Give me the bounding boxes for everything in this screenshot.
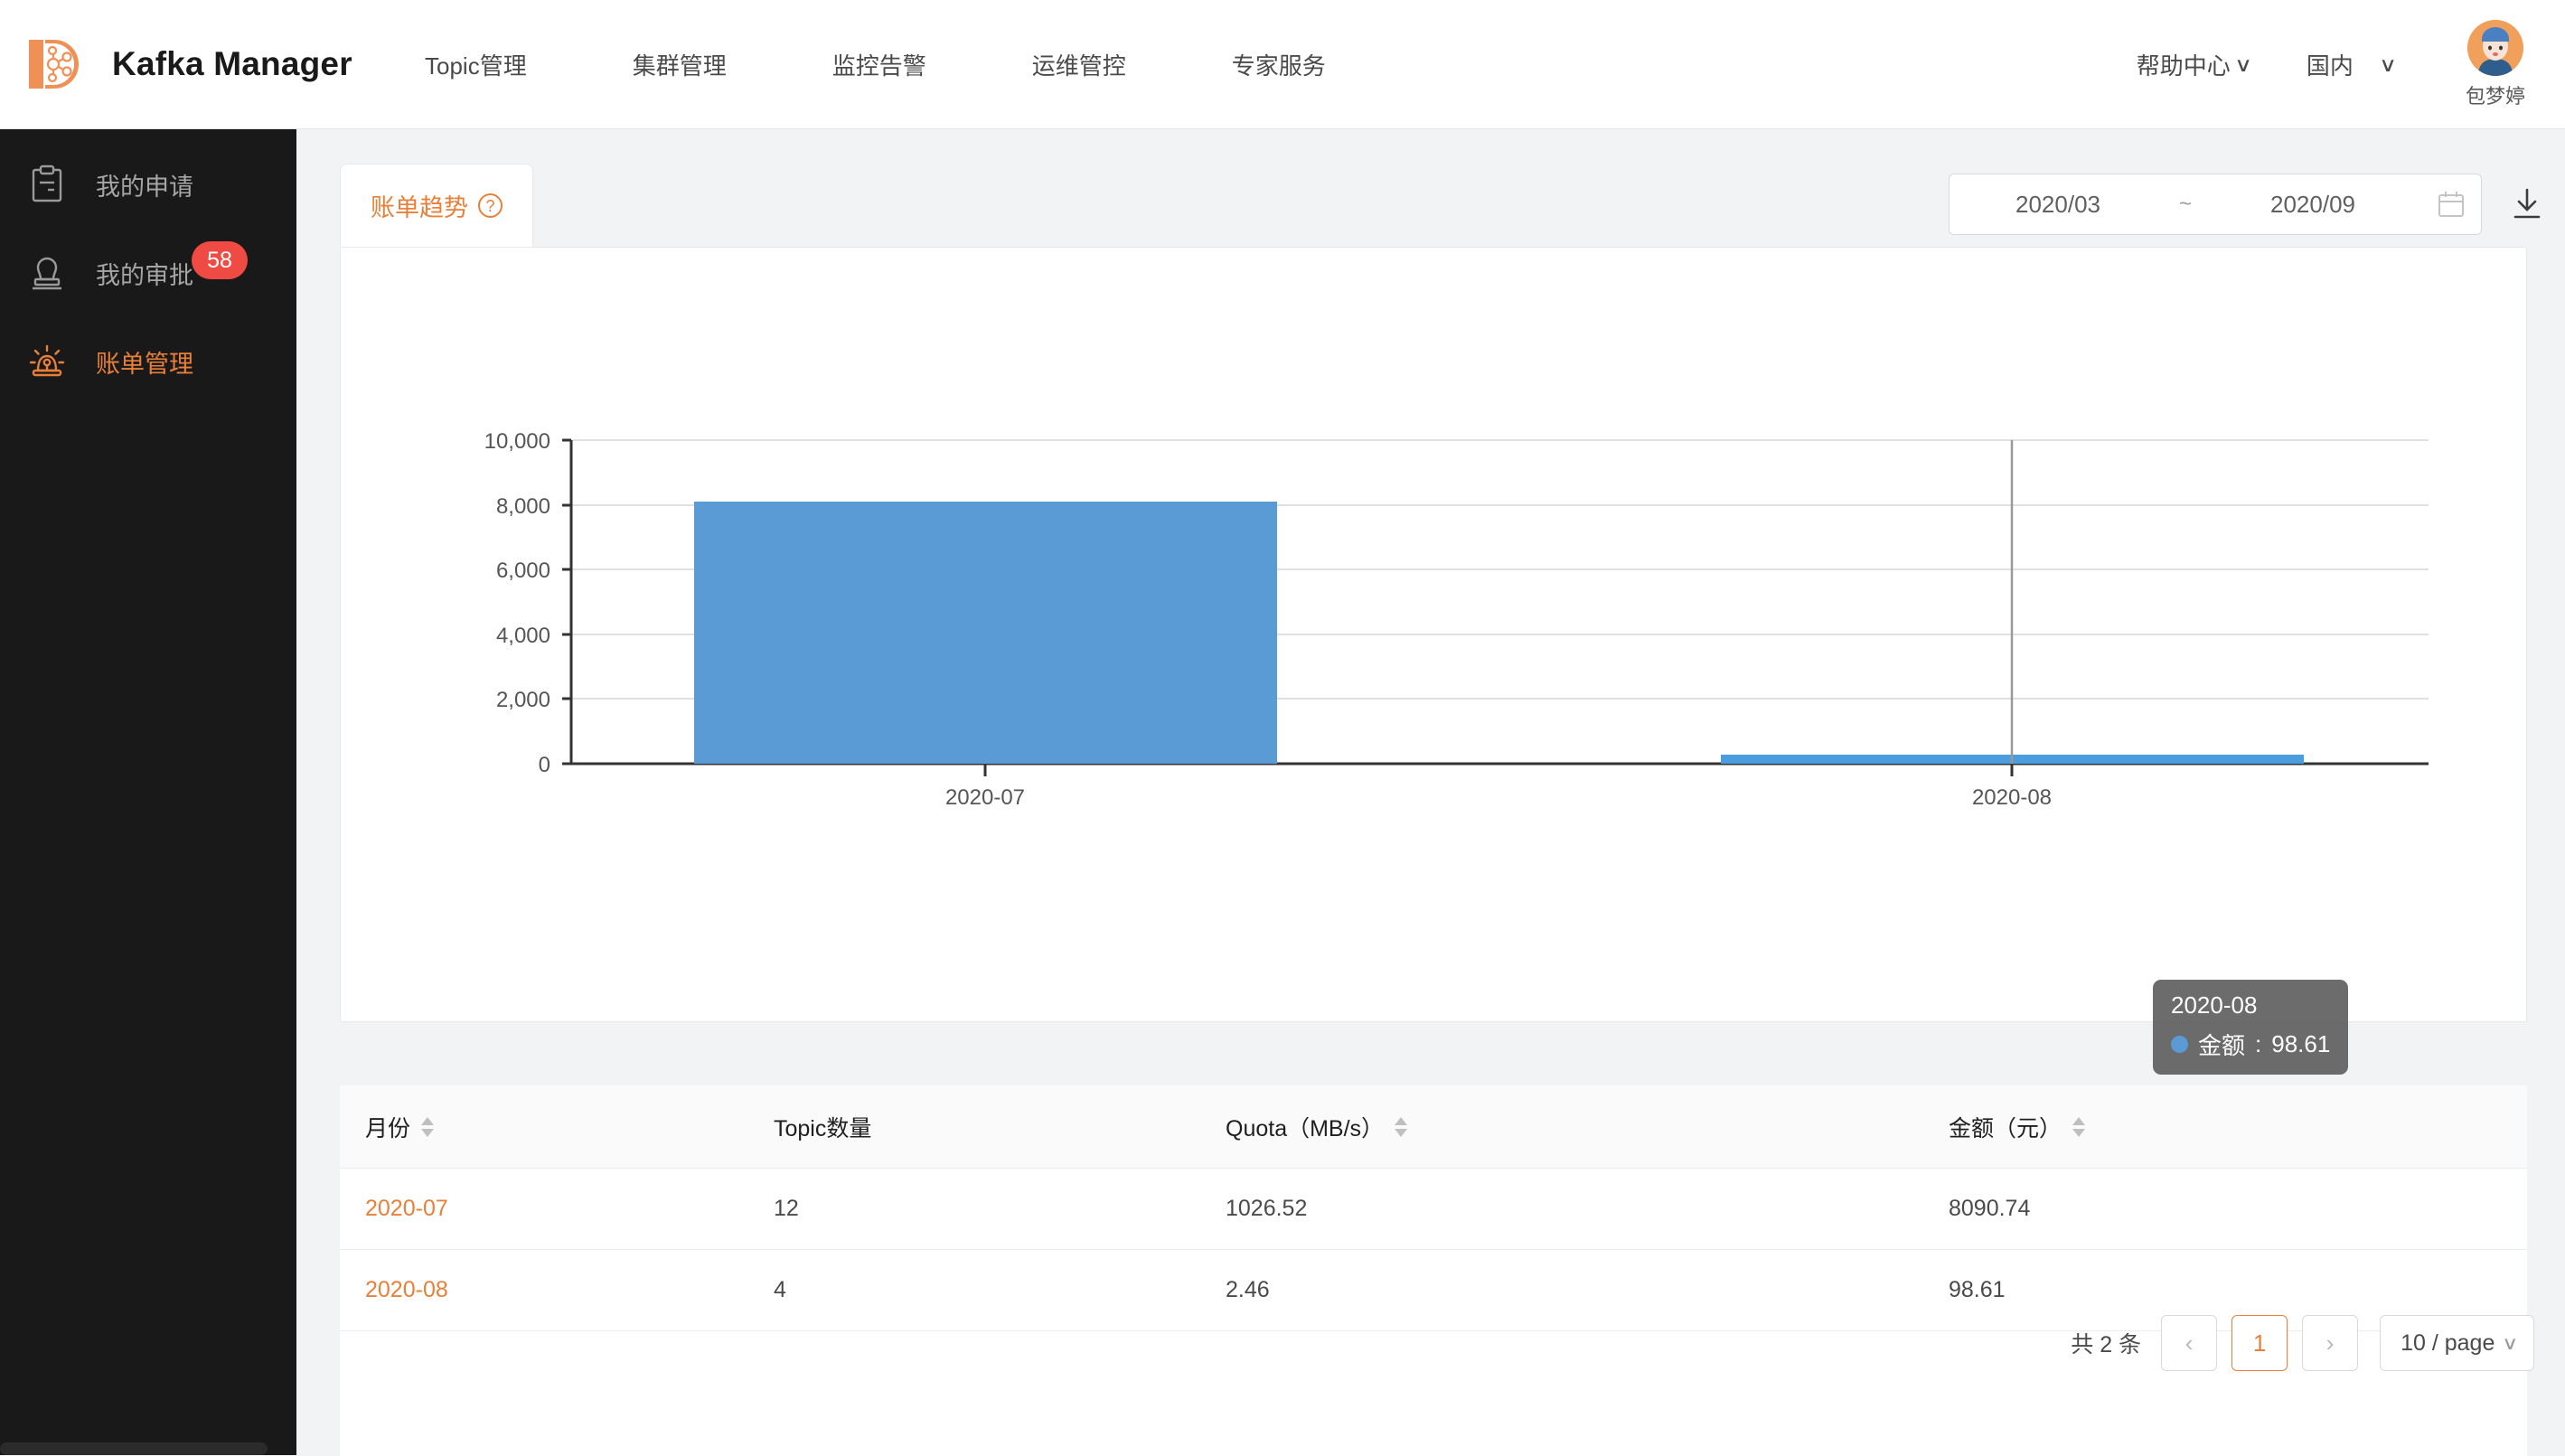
clipboard-icon — [23, 161, 70, 208]
chart-tooltip: 2020-08 金额 : 98.61 — [2153, 980, 2349, 1075]
column-header-amount[interactable]: 金额（元） — [1949, 1111, 2491, 1143]
column-header-label: 金额（元） — [1949, 1115, 2062, 1141]
cell-topic-count: 12 — [774, 1196, 799, 1221]
chevron-down-icon: ∨ — [2233, 52, 2252, 76]
tooltip-title: 2020-08 — [2171, 991, 2258, 1019]
table-row: 2020-08 4 2.46 98.61 — [340, 1250, 2527, 1331]
tooltip-colon: : — [2255, 1030, 2262, 1057]
column-header-label: Topic数量 — [774, 1115, 872, 1141]
brand-title: Kafka Manager — [112, 45, 352, 82]
tooltip-value: 98.61 — [2271, 1030, 2331, 1057]
region-label: 国内 — [2306, 52, 2354, 80]
date-range-start[interactable]: 2020/03 — [2015, 190, 2100, 218]
cell-quota: 2.46 — [1226, 1277, 1270, 1302]
xtick-label: 2020-08 — [1972, 785, 2052, 810]
user-menu[interactable]: 包梦婷 — [2466, 20, 2525, 109]
stamp-icon — [23, 249, 70, 296]
sidebar-item-my-applications[interactable]: 我的申请 — [0, 140, 296, 229]
sidebar-item-label: 账单管理 — [96, 350, 193, 378]
nav-item-topic[interactable]: Topic管理 — [425, 52, 527, 80]
column-header-topic-count[interactable]: Topic数量 — [774, 1111, 1226, 1143]
cell-topic-count: 4 — [774, 1277, 786, 1302]
sidebar-item-billing[interactable]: 账单管理 — [0, 317, 296, 406]
brand: Kafka Manager — [23, 31, 412, 98]
kafka-d-logo-icon — [23, 31, 90, 98]
ytick-label: 0 — [539, 753, 550, 777]
sort-toggle-month[interactable] — [421, 1116, 435, 1137]
help-center-menu[interactable]: 帮助中心 ∨ — [2136, 48, 2252, 81]
tab-billing-trend[interactable]: 账单趋势 ? — [340, 164, 533, 247]
series-dot-icon — [2171, 1036, 2188, 1053]
help-icon[interactable]: ? — [478, 193, 503, 218]
sidebar: 我的申请 我的审批 58 账单管理 — [0, 129, 296, 1455]
page-size-label: 10 / page — [2401, 1329, 2495, 1356]
app-header: Kafka Manager Topic管理 集群管理 监控告警 运维管控 专家服… — [0, 0, 2565, 129]
chevron-down-icon: ∨ — [2378, 52, 2397, 76]
sidebar-item-label: 我的审批 — [96, 261, 193, 289]
nav-item-ops[interactable]: 运维管控 — [1031, 52, 1126, 80]
cell-month[interactable]: 2020-08 — [365, 1277, 448, 1302]
avatar — [2466, 20, 2523, 76]
column-header-label: 月份 — [365, 1115, 411, 1141]
nav-item-monitor[interactable]: 监控告警 — [832, 52, 926, 80]
help-center-label: 帮助中心 — [2136, 52, 2231, 80]
cell-amount: 98.61 — [1949, 1277, 2006, 1302]
date-range-end[interactable]: 2020/09 — [2270, 190, 2355, 218]
cell-quota: 1026.52 — [1226, 1196, 1308, 1221]
sidebar-item-label: 我的申请 — [96, 173, 193, 201]
xtick-label: 2020-07 — [945, 785, 1025, 810]
pagination-next-button[interactable]: › — [2302, 1315, 2359, 1371]
calendar-icon — [2421, 189, 2481, 220]
pagination-page-1[interactable]: 1 — [2231, 1315, 2288, 1371]
header-right: 帮助中心 ∨ 国内 ∨ 包梦婷 — [2137, 0, 2565, 129]
ytick-label: 8,000 — [496, 494, 550, 519]
billing-trend-chart-card: 10,000 8,000 6,000 4,000 2,000 0 — [340, 247, 2527, 1075]
tab-bar: 账单趋势 ? 2020/03 ~ 2020/09 — [296, 164, 2565, 247]
nav-item-expert[interactable]: 专家服务 — [1231, 52, 1326, 80]
bar-chart[interactable]: 10,000 8,000 6,000 4,000 2,000 0 — [341, 248, 2526, 1075]
pagination-total: 共 2 条 — [2071, 1332, 2142, 1357]
table-header-row: 月份 Topic数量 Quota（MB/s） 金额（元） — [340, 1085, 2527, 1169]
ytick-label: 6,000 — [496, 559, 550, 583]
pagination-prev-button[interactable]: ‹ — [2161, 1315, 2218, 1371]
sidebar-scrollbar[interactable] — [0, 1442, 268, 1455]
date-range-picker[interactable]: 2020/03 ~ 2020/09 — [1949, 174, 2482, 235]
tooltip-series-label: 金额 — [2198, 1032, 2246, 1059]
alarm-siren-icon — [23, 338, 70, 385]
main-content: 账单趋势 ? 2020/03 ~ 2020/09 — [296, 129, 2565, 1456]
cell-month[interactable]: 2020-07 — [365, 1196, 448, 1221]
tooltip-row: 金额 : 98.61 — [2171, 1028, 2330, 1061]
bar-2020-07[interactable] — [694, 502, 1277, 764]
pagination: 共 2 条 ‹ 1 › 10 / page ∨ — [2071, 1315, 2534, 1371]
date-range-separator: ~ — [2178, 192, 2192, 216]
download-icon[interactable] — [2509, 185, 2545, 223]
sidebar-item-my-approvals[interactable]: 我的审批 58 — [0, 229, 296, 317]
table-row: 2020-07 12 1026.52 8090.74 — [340, 1169, 2527, 1250]
ytick-label: 4,000 — [496, 624, 550, 648]
column-header-month[interactable]: 月份 — [340, 1111, 774, 1143]
sort-toggle-amount[interactable] — [2072, 1116, 2086, 1137]
billing-table-card: 月份 Topic数量 Quota（MB/s） 金额（元） 2020-07 12 … — [340, 1085, 2527, 1456]
column-header-label: Quota（MB/s） — [1226, 1115, 1385, 1141]
nav-item-cluster[interactable]: 集群管理 — [632, 52, 727, 80]
cell-amount: 8090.74 — [1949, 1196, 2031, 1221]
status-badge: 58 — [192, 241, 248, 279]
sort-toggle-quota[interactable] — [1395, 1116, 1408, 1137]
ytick-label: 2,000 — [496, 688, 550, 712]
tab-label: 账单趋势 — [371, 194, 468, 221]
user-name: 包梦婷 — [2465, 85, 2525, 108]
chart-canvas: 10,000 8,000 6,000 4,000 2,000 0 — [484, 429, 2429, 810]
page-size-select[interactable]: 10 / page ∨ — [2380, 1315, 2534, 1371]
column-header-quota[interactable]: Quota（MB/s） — [1226, 1111, 1949, 1143]
chevron-down-icon: ∨ — [2502, 1333, 2519, 1354]
main-nav: Topic管理 集群管理 监控告警 运维管控 专家服务 — [412, 48, 1432, 81]
ytick-label: 10,000 — [484, 429, 550, 454]
region-menu[interactable]: 国内 ∨ — [2306, 48, 2397, 81]
